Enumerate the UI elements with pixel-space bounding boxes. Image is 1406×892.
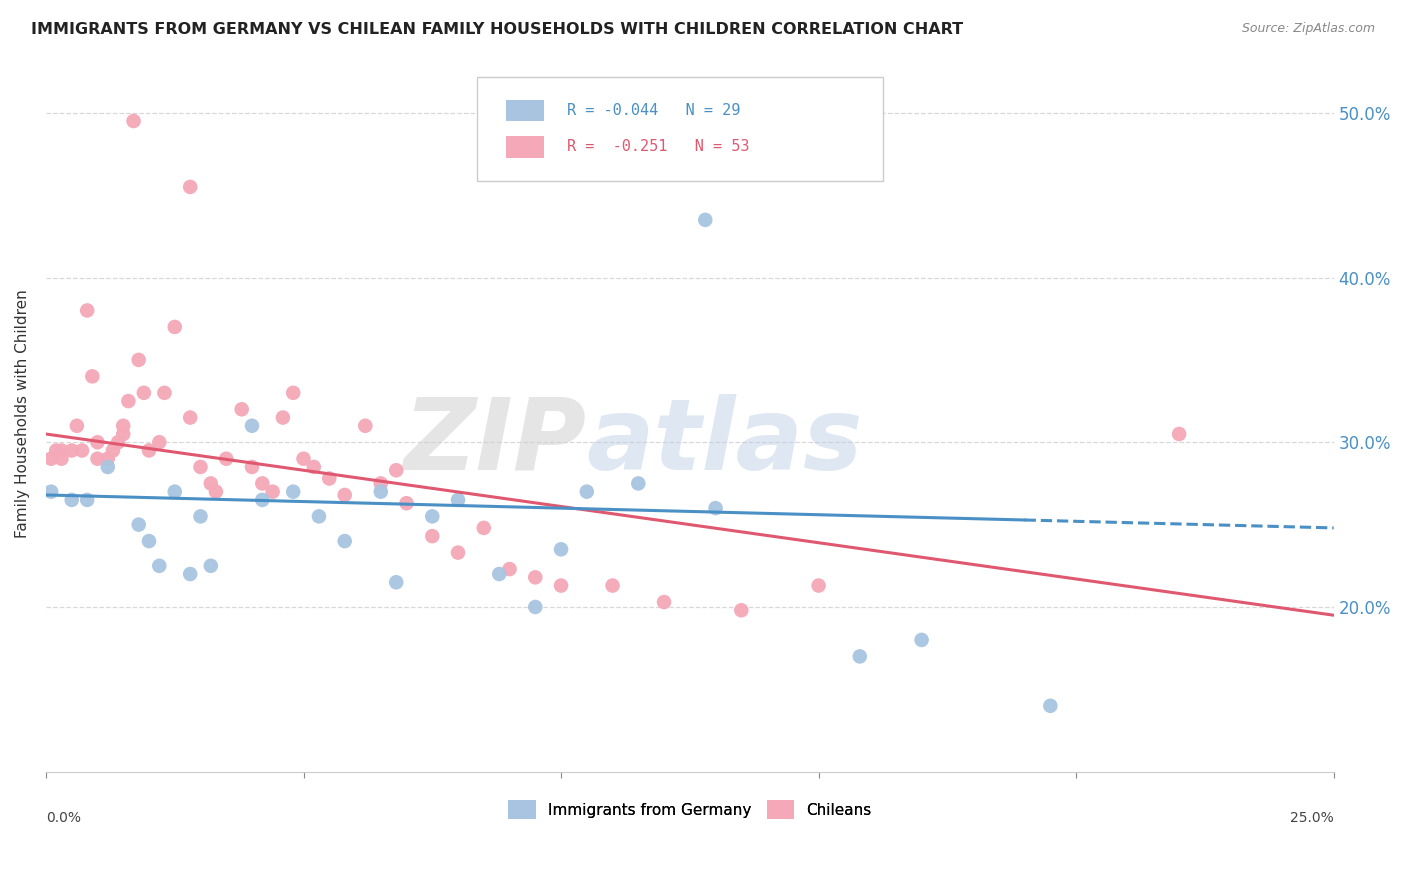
Point bbox=[86, 451, 108, 466]
Point bbox=[128, 352, 150, 367]
Text: Source: ZipAtlas.com: Source: ZipAtlas.com bbox=[1241, 22, 1375, 36]
Point bbox=[215, 451, 238, 466]
Point bbox=[97, 451, 120, 466]
Point bbox=[122, 114, 145, 128]
Point bbox=[163, 484, 186, 499]
Point bbox=[524, 570, 547, 584]
Point bbox=[153, 385, 176, 400]
Point bbox=[252, 476, 274, 491]
Point bbox=[849, 649, 872, 664]
Point bbox=[70, 443, 93, 458]
Text: 0.0%: 0.0% bbox=[46, 811, 82, 825]
Point bbox=[318, 471, 340, 485]
Point bbox=[240, 418, 263, 433]
Text: R =  -0.251   N = 53: R = -0.251 N = 53 bbox=[568, 139, 749, 154]
Point bbox=[101, 443, 124, 458]
Point bbox=[190, 509, 212, 524]
Point bbox=[652, 595, 675, 609]
Point bbox=[262, 484, 284, 499]
Point bbox=[128, 517, 150, 532]
Point bbox=[76, 303, 98, 318]
Point bbox=[447, 492, 470, 507]
Point bbox=[283, 385, 305, 400]
FancyBboxPatch shape bbox=[478, 77, 883, 180]
Text: IMMIGRANTS FROM GERMANY VS CHILEAN FAMILY HOUSEHOLDS WITH CHILDREN CORRELATION C: IMMIGRANTS FROM GERMANY VS CHILEAN FAMIL… bbox=[31, 22, 963, 37]
Point bbox=[385, 575, 408, 590]
Y-axis label: Family Households with Children: Family Households with Children bbox=[15, 289, 30, 538]
Point bbox=[86, 435, 108, 450]
Point bbox=[112, 427, 135, 442]
Point bbox=[205, 484, 228, 499]
Text: ZIP: ZIP bbox=[404, 393, 586, 491]
Point bbox=[292, 451, 315, 466]
Point bbox=[45, 443, 67, 458]
Point bbox=[488, 567, 510, 582]
Point bbox=[39, 451, 62, 466]
Point bbox=[231, 402, 253, 417]
Point bbox=[695, 212, 717, 227]
Text: 25.0%: 25.0% bbox=[1289, 811, 1334, 825]
Point bbox=[354, 418, 377, 433]
Text: atlas: atlas bbox=[586, 393, 863, 491]
Point bbox=[575, 484, 598, 499]
FancyBboxPatch shape bbox=[506, 100, 544, 121]
Point bbox=[333, 488, 356, 502]
Point bbox=[252, 492, 274, 507]
Point bbox=[60, 443, 83, 458]
Point bbox=[370, 476, 392, 491]
Point bbox=[200, 476, 222, 491]
Point bbox=[370, 484, 392, 499]
Point bbox=[498, 562, 520, 576]
Point bbox=[420, 509, 443, 524]
Point bbox=[308, 509, 330, 524]
Point bbox=[148, 558, 170, 573]
Point bbox=[200, 558, 222, 573]
Point bbox=[704, 501, 727, 516]
Point bbox=[1039, 698, 1062, 713]
Point bbox=[910, 632, 932, 647]
Point bbox=[602, 578, 624, 592]
Point bbox=[395, 496, 418, 510]
Point bbox=[447, 546, 470, 560]
Point bbox=[66, 418, 89, 433]
Text: R = -0.044   N = 29: R = -0.044 N = 29 bbox=[568, 103, 741, 118]
Point bbox=[132, 385, 155, 400]
Point bbox=[76, 492, 98, 507]
Point bbox=[82, 369, 104, 384]
Point bbox=[190, 459, 212, 474]
Point bbox=[117, 394, 139, 409]
Point bbox=[283, 484, 305, 499]
Point bbox=[51, 443, 73, 458]
Point bbox=[550, 578, 572, 592]
Point bbox=[163, 320, 186, 334]
Point bbox=[524, 599, 547, 614]
Point bbox=[107, 435, 129, 450]
Point bbox=[179, 180, 201, 194]
Point bbox=[550, 542, 572, 557]
Point bbox=[333, 534, 356, 549]
Point bbox=[240, 459, 263, 474]
Point bbox=[179, 567, 201, 582]
Point bbox=[1168, 427, 1191, 442]
Point bbox=[112, 418, 135, 433]
Point bbox=[302, 459, 325, 474]
Point bbox=[472, 521, 495, 535]
Point bbox=[807, 578, 830, 592]
Point bbox=[730, 603, 752, 617]
Point bbox=[420, 529, 443, 543]
FancyBboxPatch shape bbox=[506, 136, 544, 158]
Point bbox=[385, 463, 408, 477]
Point bbox=[138, 534, 160, 549]
Point bbox=[39, 484, 62, 499]
Point bbox=[148, 435, 170, 450]
Point bbox=[138, 443, 160, 458]
Point bbox=[271, 410, 294, 425]
Point bbox=[627, 476, 650, 491]
Point bbox=[97, 459, 120, 474]
Point bbox=[179, 410, 201, 425]
Legend: Immigrants from Germany, Chileans: Immigrants from Germany, Chileans bbox=[502, 794, 877, 825]
Point bbox=[60, 492, 83, 507]
Point bbox=[51, 451, 73, 466]
